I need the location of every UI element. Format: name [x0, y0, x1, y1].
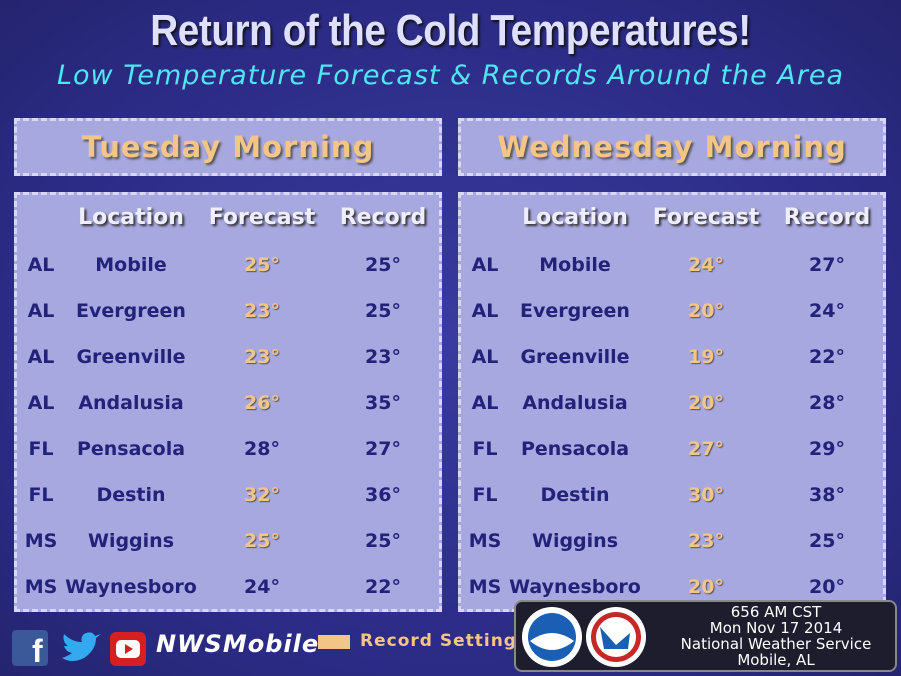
table-cell: 29°: [809, 438, 845, 460]
table-cell: FL: [28, 484, 54, 506]
info-line: National Weather Service: [680, 635, 872, 653]
table-cell: FL: [472, 484, 498, 506]
table-cell: FL: [28, 438, 54, 460]
table-cell: 20°: [809, 576, 845, 598]
panel-header: Wednesday Morning: [458, 118, 886, 176]
table-cell: Greenville: [76, 346, 186, 368]
table-cell: Destin: [96, 484, 166, 506]
table-cell: 24°: [809, 300, 845, 322]
table-cell: Destin: [540, 484, 610, 506]
panel-table: Location Forecast Record AL Mobile 25° 25° AL Ev…: [14, 192, 442, 612]
table-cell: 26°: [244, 392, 280, 414]
table-cell: 23°: [688, 530, 724, 552]
table-cell: AL: [471, 300, 499, 322]
table-cell: 20°: [688, 392, 724, 414]
table-cell: 25°: [244, 530, 280, 552]
table-cell: 38°: [809, 484, 845, 506]
table-cell: Mobile: [95, 254, 167, 276]
table-cell: Andalusia: [522, 392, 628, 414]
column-header: Location: [78, 205, 184, 230]
table-cell: 22°: [809, 346, 845, 368]
table-cell: MS: [24, 576, 58, 598]
table-cell: 24°: [688, 254, 724, 276]
info-box: 656 AM CST Mon Nov 17 2014 National Weathe…: [514, 600, 897, 672]
nws-logo-mark: [600, 627, 630, 649]
table-cell: Pensacola: [76, 438, 186, 460]
column-header: Location: [522, 205, 628, 230]
info-line: 656 AM CST: [730, 603, 822, 621]
table-cell: AL: [471, 392, 499, 414]
panel-header: Tuesday Morning: [14, 118, 442, 176]
column-header: Forecast: [208, 205, 316, 230]
table-cell: Wiggins: [87, 530, 175, 552]
table-cell: 36°: [365, 484, 401, 506]
table-cell: FL: [472, 438, 498, 460]
table-cell: MS: [24, 530, 58, 552]
facebook-icon[interactable]: [12, 630, 48, 666]
table-cell: AL: [27, 346, 55, 368]
twitter-icon[interactable]: [62, 632, 101, 661]
table-cell: 27°: [365, 438, 401, 460]
agency-logos: [522, 607, 646, 667]
table-cell: AL: [27, 392, 55, 414]
table-cell: 25°: [365, 300, 401, 322]
table-cell: 20°: [688, 576, 724, 598]
table-cell: AL: [27, 300, 55, 322]
table-cell: Wiggins: [531, 530, 619, 552]
table-cell: Andalusia: [78, 392, 184, 414]
info-line: Mobile, AL: [737, 651, 815, 669]
table-cell: 23°: [244, 346, 280, 368]
table-cell: AL: [471, 254, 499, 276]
table-cell: 23°: [365, 346, 401, 368]
table-cell: 35°: [365, 392, 401, 414]
legend-swatch: [318, 635, 350, 649]
table-cell: 28°: [809, 392, 845, 414]
noaa-gull: [530, 633, 574, 650]
table-cell: 27°: [688, 438, 724, 460]
legend-label: Record Setting: [360, 631, 517, 651]
table-cell: 32°: [244, 484, 280, 506]
table-cell: Evergreen: [520, 300, 630, 322]
table-cell: AL: [471, 346, 499, 368]
subtitle: Low Temperature Forecast & Records Aroun…: [57, 60, 844, 91]
table-cell: Evergreen: [76, 300, 186, 322]
social-handle: NWSMobile: [156, 630, 320, 658]
table-cell: 24°: [244, 576, 280, 598]
social-icons: f: [12, 630, 146, 668]
table-cell: Waynesboro: [65, 576, 197, 598]
info-line: Mon Nov 17 2014: [709, 619, 843, 637]
table-cell: 28°: [244, 438, 280, 460]
panel-table: Location Forecast Record AL Mobile 24° 27° AL Ev…: [458, 192, 886, 612]
table-cell: 23°: [244, 300, 280, 322]
table-cell: MS: [468, 530, 502, 552]
table-cell: AL: [27, 254, 55, 276]
table-cell: 20°: [688, 300, 724, 322]
table-cell: Pensacola: [520, 438, 630, 460]
table-cell: 25°: [365, 254, 401, 276]
table-cell: Waynesboro: [509, 576, 641, 598]
table-cell: Greenville: [520, 346, 630, 368]
title: Return of the Cold Temperatures!: [150, 6, 751, 55]
table-cell: 25°: [809, 530, 845, 552]
table-cell: Mobile: [539, 254, 611, 276]
table-cell: 30°: [688, 484, 724, 506]
youtube-play: [125, 644, 133, 654]
facebook-glyph: f: [32, 633, 43, 668]
column-header: Record: [339, 205, 427, 230]
table-cell: 19°: [688, 346, 724, 368]
table-cell: 27°: [809, 254, 845, 276]
table-cell: 25°: [365, 530, 401, 552]
column-header: Record: [783, 205, 871, 230]
table-cell: 25°: [244, 254, 280, 276]
column-header: Forecast: [652, 205, 760, 230]
table-cell: MS: [468, 576, 502, 598]
table-cell: 22°: [365, 576, 401, 598]
